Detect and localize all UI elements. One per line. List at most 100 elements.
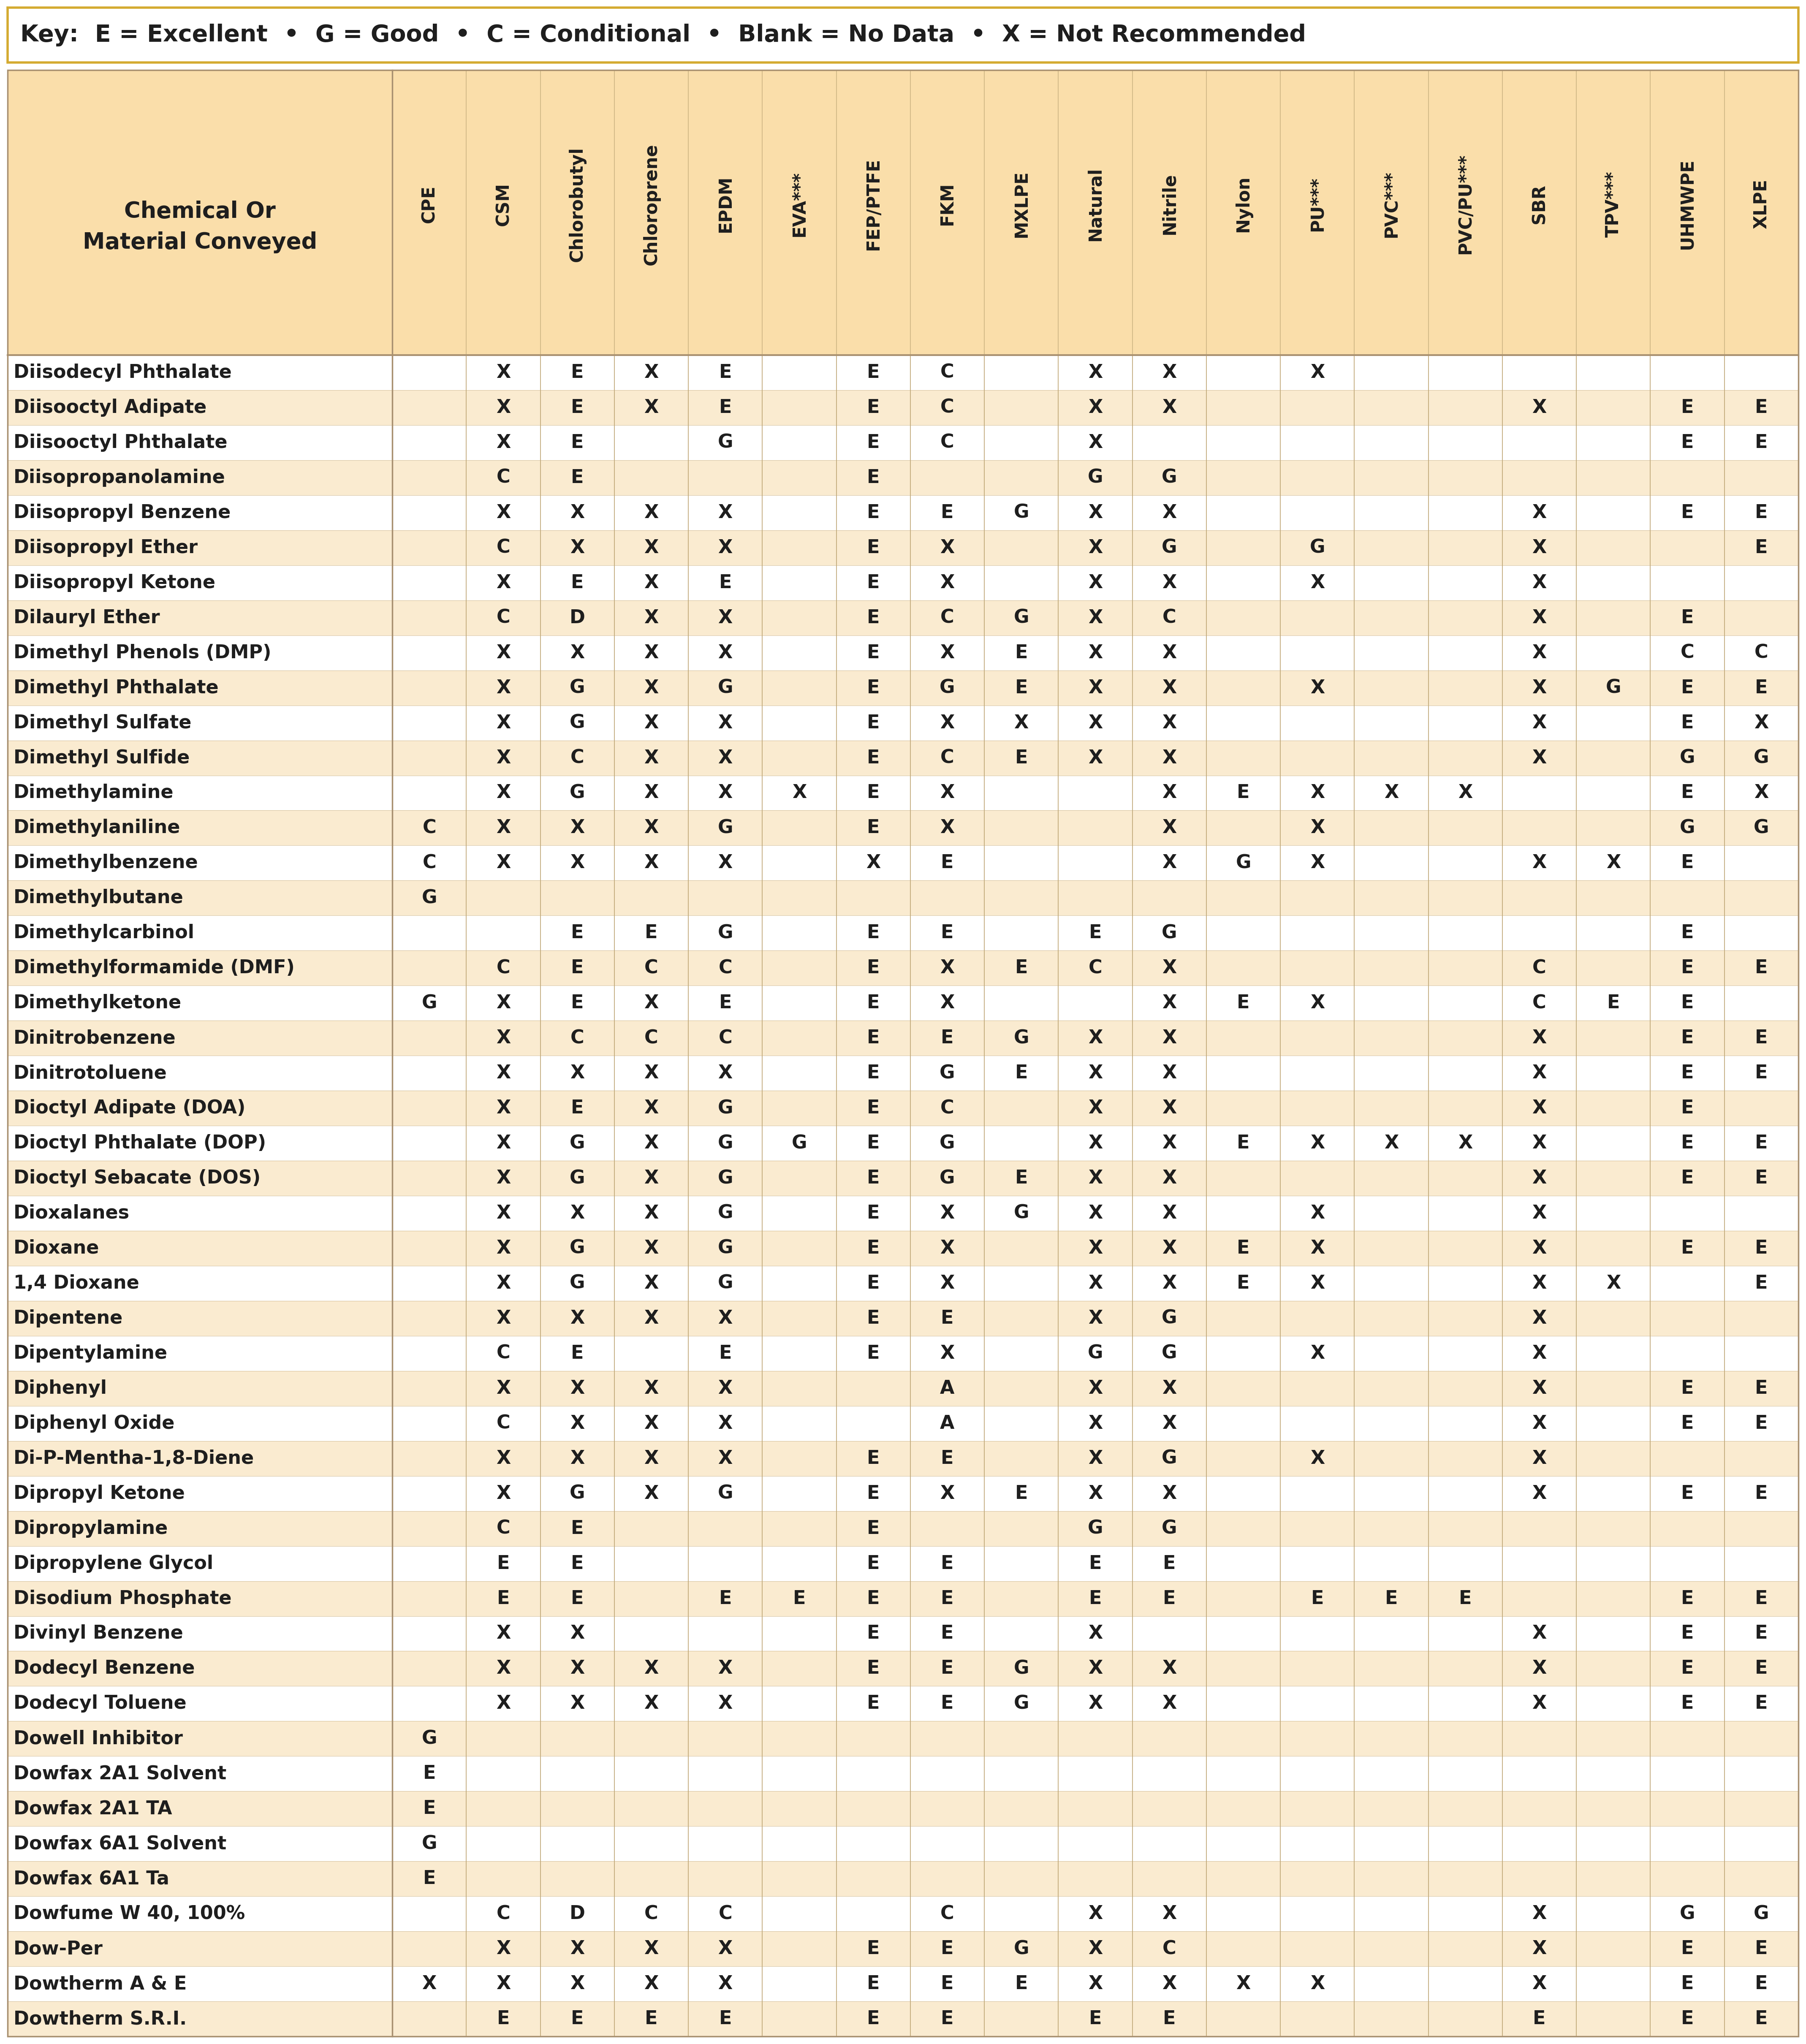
Text: X: X [1161, 1028, 1176, 1047]
Text: G: G [717, 1204, 733, 1222]
Text: E: E [1681, 924, 1694, 942]
Text: X: X [497, 1449, 511, 1468]
Text: Dowfax 6A1 Ta: Dowfax 6A1 Ta [13, 1870, 170, 1889]
Text: X: X [1087, 1134, 1103, 1153]
Text: G: G [1013, 1940, 1029, 1958]
Text: X: X [1087, 1449, 1103, 1468]
Text: Dowfax 2A1 TA: Dowfax 2A1 TA [13, 1799, 172, 1817]
Text: E: E [1681, 713, 1694, 732]
Text: Dioctyl Adipate (DOA): Dioctyl Adipate (DOA) [13, 1100, 246, 1118]
Bar [7, 1126, 1799, 1161]
Text: X: X [571, 1660, 585, 1678]
Text: X: X [941, 644, 955, 662]
Text: E: E [1459, 1590, 1472, 1609]
Text: G: G [421, 1836, 437, 1852]
Text: X: X [719, 503, 733, 521]
Text: X: X [571, 1065, 585, 1081]
Bar [7, 775, 1799, 811]
Text: X: X [1309, 993, 1324, 1012]
Text: E: E [645, 2009, 657, 2028]
Text: X: X [497, 644, 511, 662]
Text: SBR: SBR [1530, 184, 1548, 225]
Text: E: E [571, 399, 583, 417]
Text: E: E [1755, 1169, 1768, 1188]
Text: X: X [1531, 503, 1546, 521]
Text: X: X [1531, 1310, 1546, 1327]
Text: X: X [571, 1975, 585, 1993]
Text: G: G [1309, 540, 1326, 556]
Text: X: X [1161, 1380, 1176, 1398]
Text: E: E [941, 2009, 954, 2028]
Text: X: X [1531, 1134, 1546, 1153]
Text: X: X [1161, 574, 1176, 593]
Text: C: C [1163, 1940, 1176, 1958]
Text: X: X [645, 1694, 659, 1713]
Text: E: E [423, 1764, 435, 1782]
Text: E: E [867, 1273, 880, 1292]
Text: G: G [1680, 1905, 1696, 1923]
Text: UHMWPE: UHMWPE [1678, 159, 1696, 249]
Text: X: X [1087, 644, 1103, 662]
Text: X: X [645, 1449, 659, 1468]
Text: X: X [1161, 1694, 1176, 1713]
Text: Nylon: Nylon [1235, 176, 1252, 233]
Text: E: E [1681, 1100, 1694, 1118]
Text: X: X [1161, 399, 1176, 417]
Bar [7, 601, 1799, 636]
Text: E: E [1163, 2009, 1176, 2028]
Text: E: E [1015, 679, 1028, 697]
Bar [7, 1300, 1799, 1337]
Bar [7, 811, 1799, 846]
Text: E: E [867, 2009, 880, 2028]
Text: X: X [645, 644, 659, 662]
Text: G: G [717, 433, 733, 452]
Text: E: E [1681, 1134, 1694, 1153]
Text: E: E [1681, 609, 1694, 628]
Text: X: X [1309, 1239, 1324, 1257]
Text: G: G [1013, 609, 1029, 628]
Text: G: G [1161, 1519, 1178, 1537]
Text: C: C [497, 1345, 511, 1363]
Text: X: X [497, 399, 511, 417]
Text: E: E [497, 1553, 509, 1572]
Text: E: E [1681, 783, 1694, 801]
Text: X: X [719, 1940, 733, 1958]
Text: X: X [1754, 713, 1768, 732]
Text: X: X [1087, 1273, 1103, 1292]
Text: X: X [645, 1065, 659, 1081]
Bar [7, 1932, 1799, 1966]
Text: G: G [791, 1134, 807, 1153]
Text: X: X [1087, 399, 1103, 417]
Text: E: E [1681, 993, 1694, 1012]
Bar [7, 1372, 1799, 1406]
Text: FEP/PTFE: FEP/PTFE [865, 157, 881, 249]
Bar [7, 705, 1799, 740]
Text: E: E [571, 924, 583, 942]
Text: Dowtherm A & E: Dowtherm A & E [13, 1975, 186, 1993]
Text: E: E [867, 1134, 880, 1153]
Text: E: E [867, 1449, 880, 1468]
Text: X: X [1531, 609, 1546, 628]
Text: G: G [1013, 1660, 1029, 1678]
Text: X: X [1015, 713, 1029, 732]
Text: Dowfume W 40, 100%: Dowfume W 40, 100% [13, 1905, 246, 1923]
Text: Dimethyl Sulfate: Dimethyl Sulfate [13, 713, 191, 732]
Text: X: X [1087, 748, 1103, 766]
Text: E: E [1755, 1625, 1768, 1643]
Text: G: G [717, 1239, 733, 1257]
Text: E: E [571, 993, 583, 1012]
Text: X: X [645, 1273, 659, 1292]
Text: Diisopropyl Benzene: Diisopropyl Benzene [13, 503, 231, 521]
Text: E: E [571, 1100, 583, 1118]
Text: E: E [941, 1590, 954, 1609]
Text: X: X [1531, 1065, 1546, 1081]
Text: Dimethyl Sulfide: Dimethyl Sulfide [13, 748, 190, 766]
Text: C: C [1089, 959, 1102, 977]
Text: E: E [941, 1553, 954, 1572]
Text: X: X [1531, 1028, 1546, 1047]
Bar [7, 1476, 1799, 1511]
Text: X: X [719, 644, 733, 662]
Text: X: X [571, 1380, 585, 1398]
Text: G: G [1754, 748, 1770, 766]
Bar [7, 670, 1799, 705]
